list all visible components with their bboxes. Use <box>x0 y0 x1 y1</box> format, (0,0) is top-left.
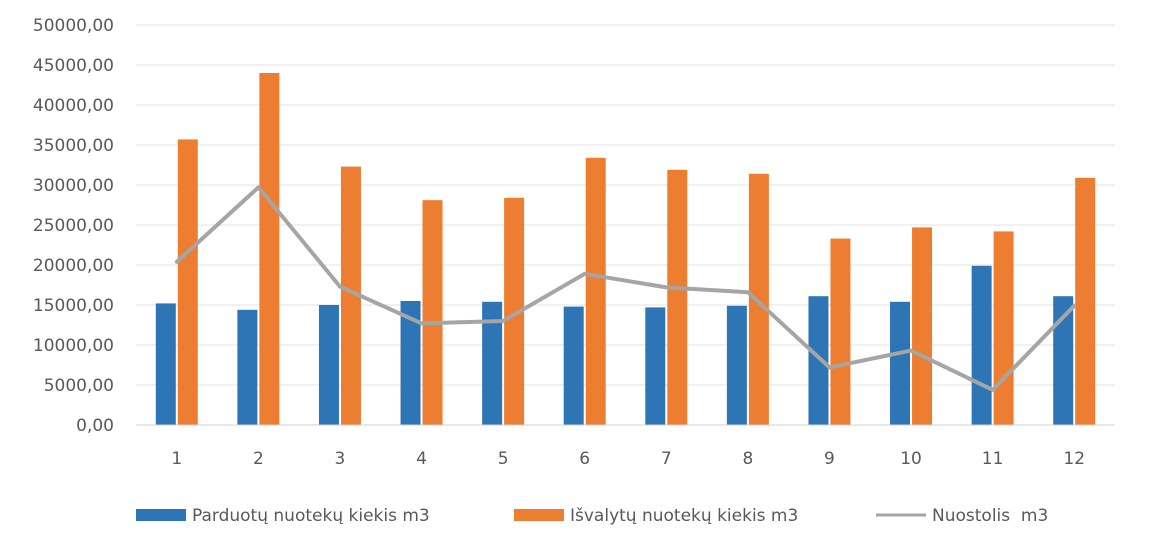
legend-label-sold: Parduotų nuotekų kiekis m3 <box>192 506 430 526</box>
legend-swatch-cleaned <box>514 509 564 521</box>
y-tick-label: 40000,00 <box>33 96 114 116</box>
x-tick-label: 9 <box>824 449 835 469</box>
bar-sold <box>482 301 503 425</box>
bar-cleaned <box>748 173 769 425</box>
bar-cleaned <box>259 73 280 425</box>
legend-item-series-2: Išvalytų nuotekų kiekis m3 <box>514 506 798 526</box>
bar-sold <box>155 303 176 425</box>
bar-sold <box>563 306 584 425</box>
y-axis-tick-labels: 0,00 5000,00 10000,00 15000,00 20000,00 25000… <box>33 16 114 436</box>
loss-series-line <box>174 185 1077 392</box>
bar-cleaned <box>422 200 443 425</box>
legend-label-loss: Nuostolis m3 <box>932 506 1048 526</box>
legend-swatch-sold <box>136 509 186 521</box>
x-axis-tick-labels: 1 2 3 4 5 6 7 8 9 10 11 12 <box>171 449 1085 469</box>
bar-cleaned <box>340 166 361 425</box>
legend-label-cleaned: Išvalytų nuotekų kiekis m3 <box>570 506 798 526</box>
y-tick-label: 15000,00 <box>33 296 114 316</box>
y-tick-label: 20000,00 <box>33 256 114 276</box>
y-tick-label: 45000,00 <box>33 56 114 76</box>
bar-cleaned <box>912 227 933 425</box>
bar-cleaned <box>830 238 851 425</box>
bar-cleaned <box>504 197 525 425</box>
bar-cleaned <box>585 157 606 426</box>
bar-sold <box>971 265 992 425</box>
legend-item-series-1: Parduotų nuotekų kiekis m3 <box>136 506 430 526</box>
x-tick-label: 5 <box>498 449 509 469</box>
x-tick-label: 4 <box>416 449 427 469</box>
y-tick-label: 50000,00 <box>33 16 114 36</box>
y-tick-label: 25000,00 <box>33 216 114 236</box>
bar-sold <box>808 296 829 425</box>
legend: Parduotų nuotekų kiekis m3 Išvalytų nuot… <box>136 506 1048 526</box>
x-tick-label: 11 <box>982 449 1004 469</box>
bar-sold <box>1053 296 1074 425</box>
bar-cleaned <box>177 139 198 425</box>
x-tick-label: 8 <box>742 449 753 469</box>
bar-sold <box>890 301 911 425</box>
y-tick-label: 0,00 <box>76 416 114 436</box>
x-tick-label: 1 <box>171 449 182 469</box>
y-tick-label: 10000,00 <box>33 336 114 356</box>
bar-cleaned <box>1075 177 1096 425</box>
loss-line <box>174 185 1077 392</box>
legend-item-series-3: Nuostolis m3 <box>876 506 1048 526</box>
x-tick-label: 3 <box>335 449 346 469</box>
x-tick-label: 10 <box>900 449 922 469</box>
bar-sold <box>237 309 258 425</box>
bar-sold <box>645 307 666 425</box>
bars <box>155 73 1096 426</box>
bar-cleaned <box>993 231 1014 425</box>
bar-sold <box>400 301 421 425</box>
bar-sold <box>318 305 339 425</box>
y-tick-label: 5000,00 <box>44 376 114 396</box>
y-tick-label: 35000,00 <box>33 136 114 156</box>
bar-cleaned <box>667 169 688 425</box>
gridlines <box>136 24 1115 386</box>
bar-sold <box>726 305 747 425</box>
x-tick-label: 6 <box>579 449 590 469</box>
y-tick-label: 30000,00 <box>33 176 114 196</box>
x-tick-label: 2 <box>253 449 264 469</box>
x-tick-label: 12 <box>1063 449 1085 469</box>
x-tick-label: 7 <box>661 449 672 469</box>
